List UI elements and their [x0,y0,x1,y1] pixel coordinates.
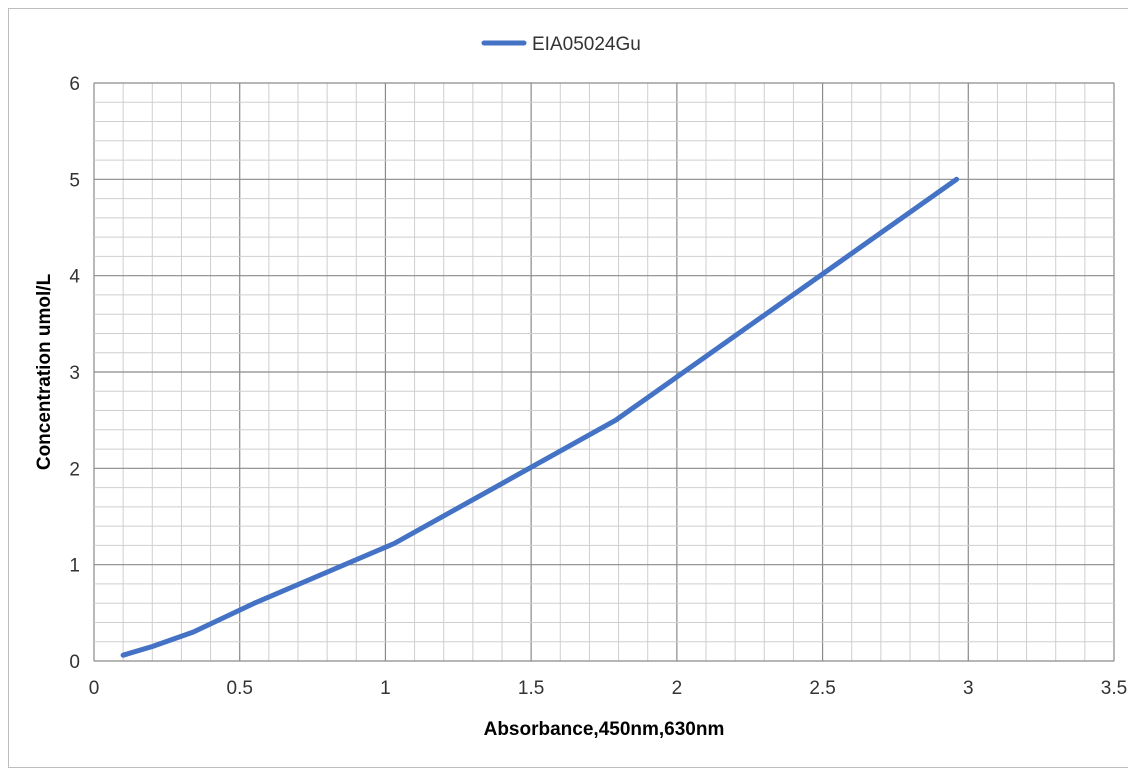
series-line [120,176,960,658]
y-tick-label: 1 [69,556,80,577]
x-tick-label: 1 [380,678,391,699]
grid [93,82,1115,662]
y-tick-label: 2 [69,459,80,480]
x-tick-label: 3 [963,678,974,699]
legend: EIA05024Gu [481,34,641,55]
x-tick-label: 0 [89,678,100,699]
y-tick-label: 5 [69,170,80,191]
y-axis-title: Concentration umol/L [34,273,55,470]
x-tick-label: 1.5 [518,678,544,699]
y-tick-label: 3 [69,363,80,384]
x-axis-title: Absorbance,450nm,630nm [484,719,725,740]
x-tick-label: 2 [672,678,683,699]
x-axis-tick-labels: 0 0.5 1 1.5 2 2.5 3 3.5 [89,678,1128,699]
x-tick-label: 0.5 [227,678,253,699]
y-axis-tick-labels: 0 1 2 3 4 5 6 [69,74,80,673]
x-tick-label: 2.5 [809,678,835,699]
y-tick-label: 6 [69,74,80,95]
legend-label: EIA05024Gu [532,34,641,55]
x-tick-label: 3.5 [1101,678,1127,699]
y-tick-label: 0 [69,652,80,673]
y-tick-label: 4 [69,267,80,288]
series-lines [120,176,960,658]
